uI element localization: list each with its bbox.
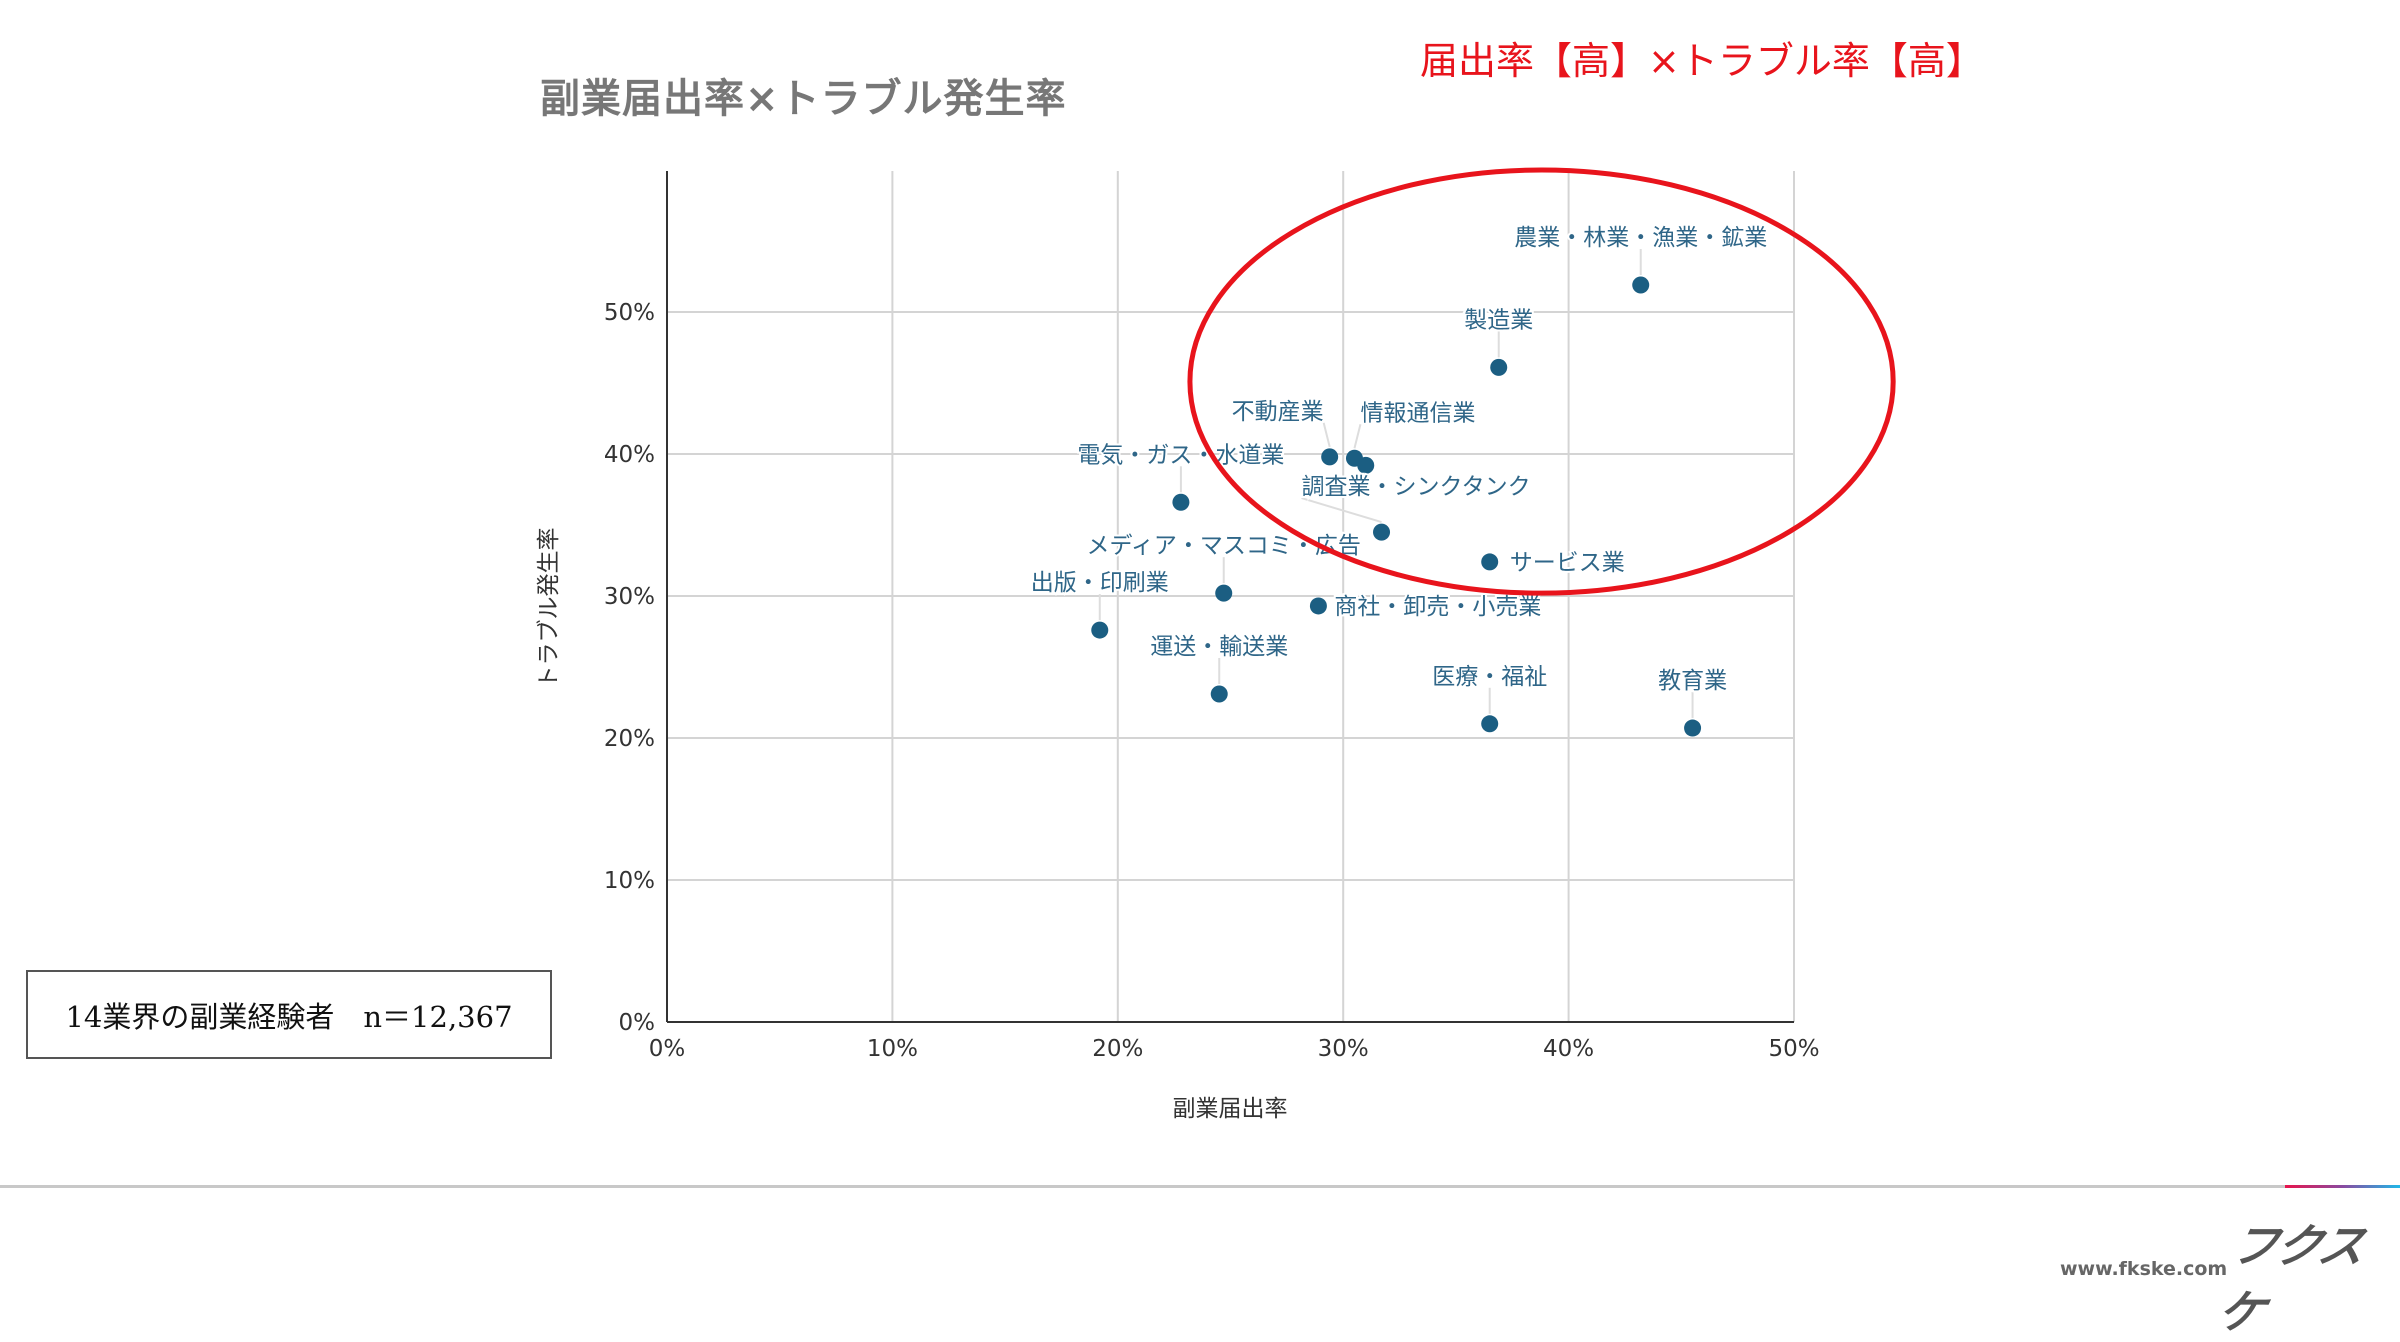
x-tick-label: 40% xyxy=(1543,1036,1594,1062)
point-label: 情報通信業 xyxy=(1360,400,1475,426)
data-point xyxy=(1215,584,1233,602)
point-label: 電気・ガス・水道業 xyxy=(1077,442,1284,468)
y-axis-label: トラブル発生率 xyxy=(536,528,562,689)
chart-title: 副業届出率×トラブル発生率 xyxy=(540,76,1067,122)
point-label: 調査業・シンクタンク xyxy=(1302,474,1531,500)
x-tick-label: 0% xyxy=(649,1036,686,1062)
y-tick-label: 20% xyxy=(604,726,655,752)
footer-divider xyxy=(0,1185,2285,1188)
point-label: 製造業 xyxy=(1464,307,1533,333)
x-tick-label: 20% xyxy=(1092,1036,1143,1062)
point-label: 農業・林業・漁業・鉱業 xyxy=(1514,225,1767,251)
y-tick-label: 50% xyxy=(604,300,655,326)
y-tick-label: 10% xyxy=(604,868,655,894)
scatter-chart: 0% 10% 20% 30% 40% 50% 0% 10% 20% 30% 40% 50% 農業・林業… xyxy=(536,167,1896,1122)
point-label: 商社・卸売・小売業 xyxy=(1334,594,1541,620)
point-label: 教育業 xyxy=(1658,668,1727,694)
point-label: 不動産業 xyxy=(1232,399,1324,425)
brand-logo: フクスケ xyxy=(2212,1219,2369,1339)
y-tick-label: 40% xyxy=(604,442,655,468)
data-point xyxy=(1321,448,1339,466)
data-point xyxy=(1481,553,1499,571)
data-point xyxy=(1684,719,1702,737)
highlight-annotation: 届出率【高】×トラブル率【高】 xyxy=(1420,39,1984,83)
tick-labels: 0% 10% 20% 30% 40% 50% 0% 10% 20% 30% 40% 50% xyxy=(604,300,1820,1062)
point-label: サービス業 xyxy=(1510,550,1625,576)
data-point xyxy=(1481,715,1499,733)
y-tick-label: 30% xyxy=(604,584,655,610)
annotation xyxy=(1187,167,1896,596)
data-point xyxy=(1210,685,1228,703)
point-label: 医療・福祉 xyxy=(1432,664,1547,690)
data-point xyxy=(1172,493,1190,511)
x-tick-label: 30% xyxy=(1318,1036,1369,1062)
x-tick-label: 10% xyxy=(867,1036,918,1062)
footer-accent-line xyxy=(2285,1185,2400,1188)
point-label: 出版・印刷業 xyxy=(1031,570,1169,596)
point-label: 運送・輸送業 xyxy=(1150,634,1288,660)
x-axis-label: 副業届出率 xyxy=(1173,1096,1288,1122)
label-leader-line xyxy=(1301,497,1382,524)
sample-size-note: 14業界の副業経験者 n＝12,367 xyxy=(26,970,552,1059)
data-point xyxy=(1490,358,1508,376)
axes xyxy=(666,171,1794,1023)
x-tick-label: 50% xyxy=(1768,1036,1819,1062)
highlight-ellipse xyxy=(1187,167,1896,596)
label-leader-line xyxy=(1322,422,1331,448)
data-point xyxy=(1373,523,1391,541)
data-point xyxy=(1309,597,1327,615)
data-point xyxy=(1632,276,1650,294)
data-point xyxy=(1091,621,1109,639)
label-leader-line xyxy=(1353,424,1362,449)
data-point xyxy=(1357,456,1375,474)
y-tick-label: 0% xyxy=(619,1010,656,1036)
site-url: www.fkske.com xyxy=(2060,1258,2228,1280)
